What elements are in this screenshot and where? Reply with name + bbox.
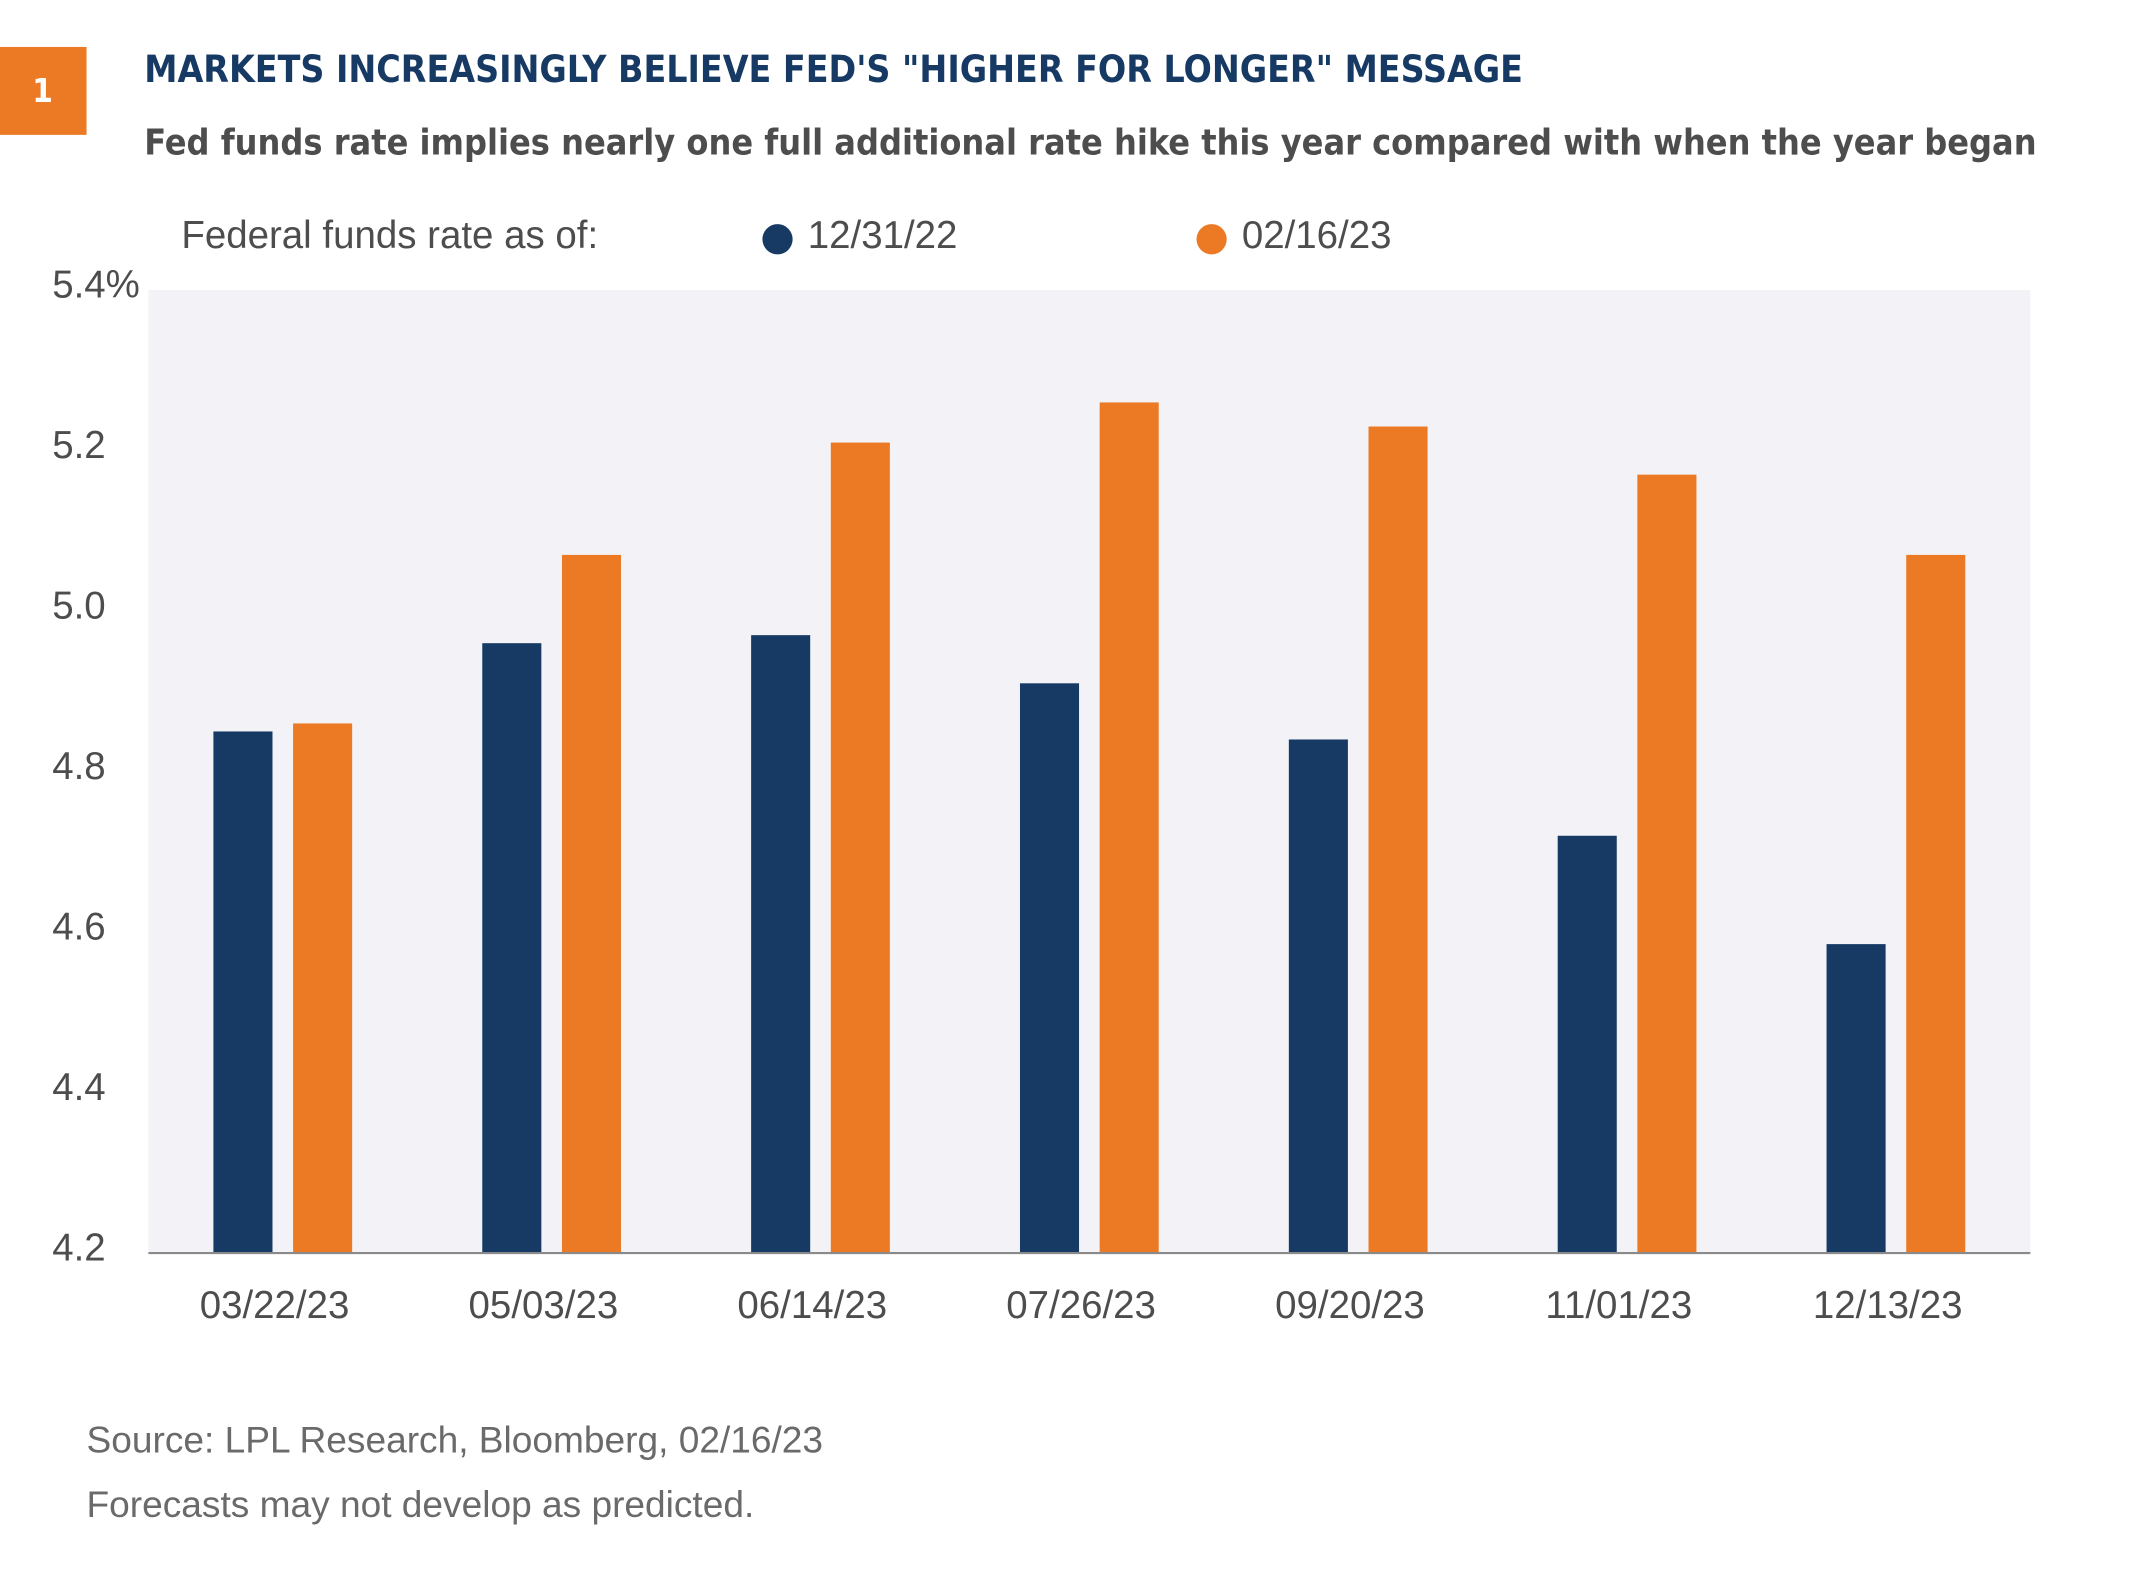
badge: 1 <box>32 71 53 110</box>
chart-subtitle: Fed funds rate implies nearly one full a… <box>144 122 2036 163</box>
bar <box>1368 426 1428 1254</box>
x-tick-label: 09/20/23 <box>1275 1284 1425 1327</box>
bar <box>1906 554 1966 1254</box>
legend-label: 12/31/22 <box>808 214 958 257</box>
x-tick-label: 12/13/23 <box>1813 1284 1963 1327</box>
bar <box>561 554 622 1254</box>
bar <box>1557 835 1617 1254</box>
bar <box>1826 944 1886 1254</box>
plot-background <box>148 290 2031 1254</box>
x-tick-label: 07/26/23 <box>1006 1284 1156 1327</box>
x-tick-label: 03/22/23 <box>200 1284 350 1327</box>
bar <box>213 731 273 1254</box>
badge-box <box>0 46 87 135</box>
legend-title: Federal funds rate as of: <box>181 214 598 257</box>
bar <box>830 442 890 1254</box>
y-tick-label: 4.6 <box>52 905 105 948</box>
x-tick-label: 06/14/23 <box>737 1284 887 1327</box>
x-tick-label: 11/01/23 <box>1545 1284 1692 1327</box>
bar <box>1637 474 1697 1254</box>
bar <box>1099 402 1159 1254</box>
chart-title: MARKETS INCREASINGLY BELIEVE FED'S "HIGH… <box>144 48 1523 91</box>
bar <box>1019 683 1080 1254</box>
y-tick-label: 5.4% <box>52 263 140 306</box>
y-tick-label: 4.4 <box>52 1066 105 1109</box>
footnote: Source: LPL Research, Bloomberg, 02/16/2… <box>87 1418 824 1460</box>
bar <box>482 643 542 1254</box>
x-tick-label: 05/03/23 <box>469 1284 619 1327</box>
y-tick-label: 5.2 <box>52 424 105 467</box>
legend-marker <box>762 224 793 255</box>
y-tick-label: 4.8 <box>52 745 105 788</box>
bar <box>751 635 811 1254</box>
bar <box>1288 739 1348 1254</box>
bar <box>293 723 353 1254</box>
legend-marker <box>1196 224 1227 255</box>
y-tick-label: 5.0 <box>52 584 105 627</box>
footnote: Forecasts may not develop as predicted. <box>87 1483 755 1525</box>
legend-label: 02/16/23 <box>1242 214 1392 257</box>
y-tick-label: 4.2 <box>52 1226 105 1269</box>
